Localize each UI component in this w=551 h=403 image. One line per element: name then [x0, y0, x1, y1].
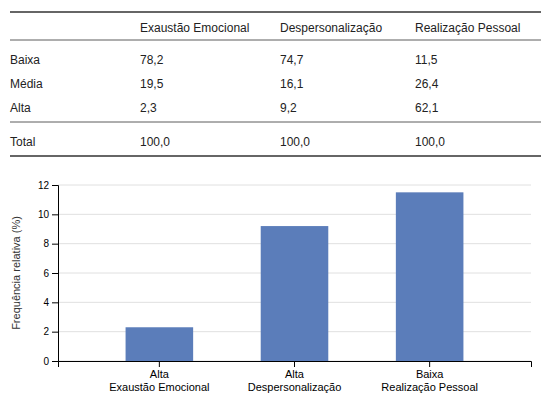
tick-mark [159, 361, 160, 367]
tick: 12 [38, 180, 58, 191]
bar [396, 192, 464, 361]
tick-mark [294, 361, 295, 367]
tick-mark [52, 302, 58, 303]
tick-label: 10 [38, 209, 50, 220]
tick-label: AltaDespersonalização [248, 368, 342, 393]
table-header: Despersonalização [280, 21, 382, 35]
tick: 4 [43, 297, 58, 308]
table-cell: 26,4 [415, 77, 439, 91]
axis-line [52, 186, 59, 362]
bar [126, 327, 194, 361]
table-cell: 62,1 [415, 101, 439, 115]
table-cell: 78,2 [140, 53, 164, 67]
table-rule [10, 122, 541, 123]
table-row-label: Alta [10, 101, 31, 115]
tick-label: AltaExaustão Emocional [109, 368, 209, 393]
table-cell: 100,0 [415, 135, 445, 149]
tick-label: 2 [43, 326, 49, 337]
table-cell: 100,0 [140, 135, 170, 149]
tick-label: 4 [43, 297, 49, 308]
table-row-label: Média [10, 77, 43, 91]
axis-line [59, 362, 532, 368]
table-cell: 16,1 [280, 77, 304, 91]
table-header: Realização Pessoal [415, 21, 520, 35]
tick-mark [429, 361, 430, 367]
table-cell: 9,2 [280, 101, 297, 115]
bar [261, 226, 329, 361]
tick: 0 [43, 356, 58, 367]
table-cell: 74,7 [280, 53, 304, 67]
tick: 10 [38, 209, 58, 220]
bar-chart: 0 2 4 6 8 10 12 AltaExaustão Emocional AltaDespe… [10, 180, 532, 393]
table-header: Exaustão Emocional [140, 21, 249, 35]
tick-label: 8 [43, 238, 49, 249]
tick-label: 12 [38, 180, 50, 191]
tick-mark [52, 273, 58, 274]
x-axis: AltaExaustão Emocional AltaDespersonaliza… [59, 361, 532, 393]
tick: AltaExaustão Emocional [109, 361, 209, 393]
table-rule [10, 11, 541, 13]
table-rule [10, 155, 541, 157]
tick-mark [52, 361, 58, 362]
y-axis-title: Frequência relativa (%) [10, 216, 22, 330]
tick: 8 [43, 238, 58, 249]
table-row-label: Baixa [10, 53, 40, 67]
tick: AltaDespersonalização [248, 361, 342, 393]
table-row-label: Total [10, 135, 35, 149]
grid [58, 185, 531, 361]
tick-mark [52, 214, 58, 215]
grid-line [58, 185, 531, 186]
tick-mark [52, 185, 58, 186]
table-cell: 2,3 [140, 101, 157, 115]
bars [126, 192, 464, 361]
table-cell: 19,5 [140, 77, 164, 91]
tick-label: 6 [43, 268, 49, 279]
tick-mark [52, 244, 58, 245]
table-rule [10, 40, 541, 41]
tick: BaixaRealização Pessoal [381, 361, 478, 393]
tick-label: 0 [43, 356, 49, 367]
table-cell: 100,0 [280, 135, 310, 149]
tick: 2 [43, 326, 58, 337]
table: Exaustão Emocional Despersonalização Reali… [10, 12, 541, 156]
tick: 6 [43, 268, 58, 279]
y-axis: 0 2 4 6 8 10 12 [38, 180, 59, 367]
tick-label: BaixaRealização Pessoal [381, 368, 478, 393]
table-cell: 11,5 [415, 53, 438, 67]
tick-mark [52, 332, 58, 333]
chart-root: Exaustão Emocional Despersonalização Reali… [0, 0, 551, 403]
